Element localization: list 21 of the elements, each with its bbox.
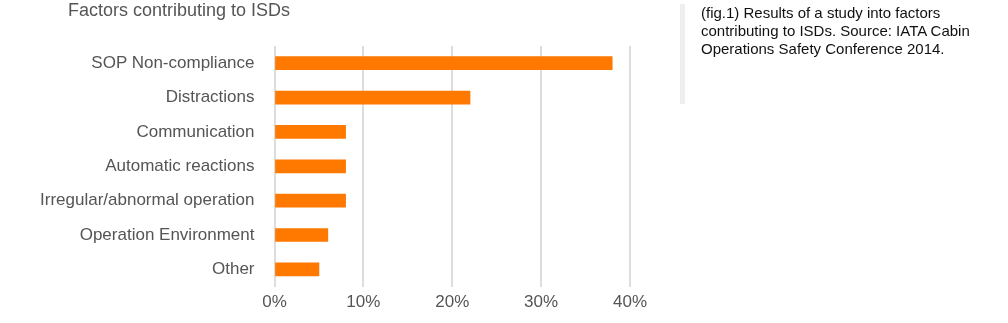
y-tick-label: Operation Environment <box>79 224 255 244</box>
bar <box>275 90 471 105</box>
chart-title: Factors contributing to ISDs <box>68 0 291 21</box>
x-tick-label: 20% <box>435 292 470 312</box>
x-tick-label: 10% <box>346 292 381 312</box>
y-tick-label: Irregular/abnormal operation <box>39 190 255 210</box>
x-tick-label: 0% <box>262 292 287 312</box>
x-tick-label: 30% <box>524 292 559 312</box>
bar <box>275 159 346 174</box>
bar <box>275 125 346 139</box>
y-tick-label: Distractions <box>165 87 255 107</box>
y-tick-label: Other <box>211 259 255 279</box>
y-tick-label: SOP Non-compliance <box>91 52 255 72</box>
bar <box>275 228 329 242</box>
bar <box>275 56 613 71</box>
bar <box>275 262 320 277</box>
text: (fig.1) Results of a study into factors contributing to ISDs. Source: IATA Cabin Operations Safety Conference 2014. <box>680 4 980 104</box>
x-tick-label: 40% <box>612 292 648 312</box>
y-tick-label: Communication <box>136 121 255 141</box>
y-tick-label: Automatic reactions <box>105 155 255 175</box>
bar <box>275 193 346 208</box>
